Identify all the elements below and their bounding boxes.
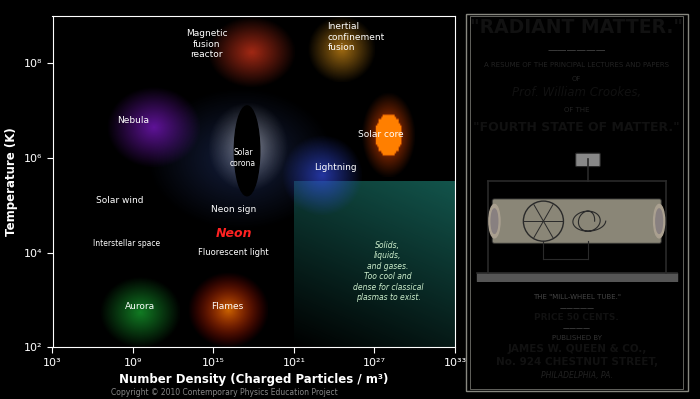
Text: "FOURTH STATE OF MATTER.": "FOURTH STATE OF MATTER." (473, 120, 680, 134)
Text: JAMES W. QUEEN & CO.,: JAMES W. QUEEN & CO., (507, 344, 647, 354)
X-axis label: Number Density (Charged Particles / m³): Number Density (Charged Particles / m³) (119, 373, 388, 386)
Y-axis label: Temperature (K): Temperature (K) (5, 127, 18, 236)
FancyBboxPatch shape (575, 153, 600, 166)
Text: Lightning: Lightning (314, 163, 357, 172)
Text: Prof. William Crookes,: Prof. William Crookes, (512, 85, 641, 99)
Text: Flames: Flames (211, 302, 243, 311)
Text: Copyright © 2010 Contemporary Physics Education Project: Copyright © 2010 Contemporary Physics Ed… (111, 388, 337, 397)
Text: Inertial
confinement
fusion: Inertial confinement fusion (328, 22, 385, 52)
Text: Aurora: Aurora (125, 302, 155, 311)
Text: A RESUME OF THE PRINCIPAL LECTURES AND PAPERS: A RESUME OF THE PRINCIPAL LECTURES AND P… (484, 62, 669, 68)
Ellipse shape (654, 204, 665, 238)
Text: —————: ————— (559, 305, 594, 311)
Text: Interstellar space: Interstellar space (92, 239, 160, 247)
Text: PHILADELPHIA, PA.: PHILADELPHIA, PA. (541, 371, 612, 380)
Ellipse shape (491, 209, 498, 233)
Text: ————: ———— (563, 325, 591, 331)
Text: Solar
corona: Solar corona (230, 148, 256, 168)
Circle shape (234, 106, 260, 196)
FancyBboxPatch shape (492, 199, 662, 243)
Text: Solids,
liquids,
and gases.
Too cool and
dense for classical
plasmas to exist.: Solids, liquids, and gases. Too cool and… (353, 241, 424, 302)
Text: Solar core: Solar core (358, 130, 404, 139)
Text: Neon sign: Neon sign (211, 205, 256, 214)
Text: Nebula: Nebula (117, 116, 149, 124)
Ellipse shape (656, 209, 662, 233)
Text: OF: OF (572, 76, 582, 82)
Text: ——————: —————— (547, 45, 606, 55)
Text: PRICE 50 CENTS.: PRICE 50 CENTS. (534, 313, 620, 322)
Text: Solar wind: Solar wind (96, 196, 144, 205)
Text: THE "MILL-WHEEL TUBE.": THE "MILL-WHEEL TUBE." (533, 294, 621, 300)
Ellipse shape (489, 204, 500, 238)
Text: No. 924 CHESTNUT STREET,: No. 924 CHESTNUT STREET, (496, 357, 658, 367)
Text: "RADIANT MATTER.": "RADIANT MATTER." (470, 18, 683, 37)
Text: Neon: Neon (216, 227, 252, 240)
Text: OF THE: OF THE (564, 107, 589, 113)
Text: Fluorescent light: Fluorescent light (198, 248, 269, 257)
Text: Magnetic
fusion
reactor: Magnetic fusion reactor (186, 30, 228, 59)
Text: PUBLISHED BY: PUBLISHED BY (552, 335, 602, 341)
